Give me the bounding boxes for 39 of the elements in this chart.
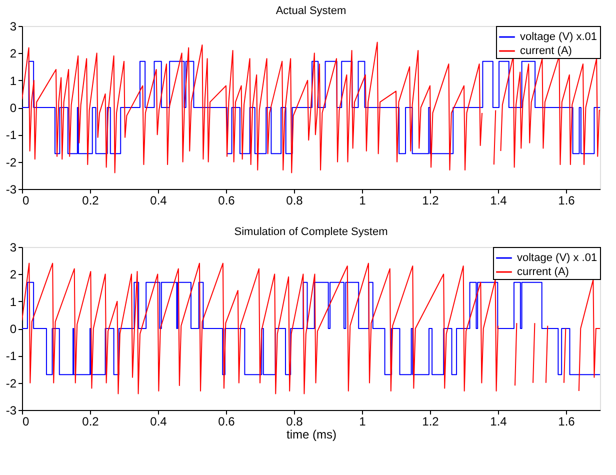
x-tick-label: 1.6 (558, 414, 576, 428)
x-tick-label: 1 (359, 194, 366, 208)
y-tick-label: 2 (10, 268, 17, 282)
y-tick-label: 3 (10, 20, 17, 34)
chart-title: Actual System (276, 5, 346, 17)
legend-label: voltage (V) x .01 (517, 252, 598, 264)
x-tick-label: 0.8 (286, 414, 304, 428)
y-tick-label: -1 (6, 128, 17, 142)
legend-label: current (A) (520, 45, 572, 57)
x-tick-label: 1.2 (422, 194, 440, 208)
x-tick-label: 0.2 (82, 414, 100, 428)
chart-title: Simulation of Complete System (234, 226, 388, 238)
y-tick-label: 0 (10, 322, 17, 336)
x-tick-label: 0.4 (150, 194, 168, 208)
x-tick-label: 1.6 (558, 194, 576, 208)
x-tick-label: 0.2 (82, 194, 100, 208)
y-tick-label: 2 (10, 46, 17, 61)
x-tick-label: 0 (22, 194, 30, 208)
y-tick-label: -2 (6, 376, 17, 390)
legend-label: voltage (V) x.01 (520, 31, 598, 43)
y-tick-label: 0 (10, 101, 17, 115)
x-tick-label: 1.2 (422, 414, 440, 428)
x-tick-label: 0 (22, 414, 30, 428)
x-tick-label: 1.4 (490, 414, 508, 428)
x-tick-label: 0.6 (218, 414, 236, 428)
x-tick-label: 0.4 (150, 414, 168, 428)
y-tick-label: -2 (6, 155, 17, 170)
y-tick-label: -3 (6, 182, 17, 196)
y-tick-label: 1 (10, 294, 17, 309)
x-tick-label: 1 (359, 414, 366, 428)
x-tick-label: 0.8 (286, 194, 304, 208)
x-axis-title: time (ms) (286, 428, 336, 442)
x-tick-label: 0.6 (218, 194, 236, 208)
x-tick-label: 1.4 (490, 194, 508, 208)
y-tick-label: 1 (10, 74, 17, 88)
y-tick-label: -1 (6, 349, 17, 364)
legend-label: current (A) (517, 266, 569, 278)
y-tick-label: -3 (6, 404, 17, 418)
y-tick-label: 3 (10, 240, 17, 254)
